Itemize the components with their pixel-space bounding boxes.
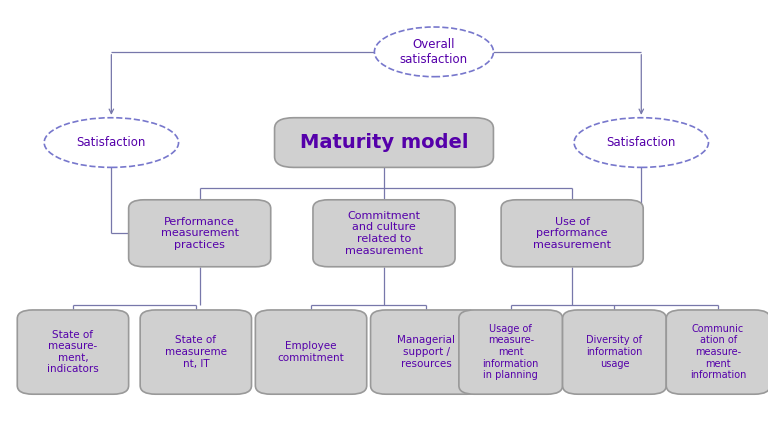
Text: Use of
performance
measurement: Use of performance measurement [533,217,611,250]
Ellipse shape [374,27,493,76]
FancyBboxPatch shape [18,310,128,394]
FancyBboxPatch shape [140,310,252,394]
FancyBboxPatch shape [562,310,666,394]
Text: State of
measureme
nt, IT: State of measureme nt, IT [165,336,227,368]
FancyBboxPatch shape [255,310,367,394]
Text: Overall
satisfaction: Overall satisfaction [400,38,468,66]
Text: Usage of
measure-
ment
information
in planning: Usage of measure- ment information in pl… [482,324,539,380]
Text: Performance
measurement
practices: Performance measurement practices [161,217,239,250]
Text: Satisfaction: Satisfaction [77,136,146,149]
FancyBboxPatch shape [458,310,562,394]
Ellipse shape [44,118,178,167]
Text: State of
measure-
ment,
indicators: State of measure- ment, indicators [47,330,99,375]
Text: Commitment
and culture
related to
measurement: Commitment and culture related to measur… [345,211,423,256]
Text: Diversity of
information
usage: Diversity of information usage [586,336,643,368]
FancyBboxPatch shape [501,200,643,267]
FancyBboxPatch shape [313,200,455,267]
FancyBboxPatch shape [666,310,768,394]
Text: Communic
ation of
measure-
ment
information: Communic ation of measure- ment informat… [690,324,746,380]
Text: Maturity model: Maturity model [300,133,468,152]
FancyBboxPatch shape [371,310,482,394]
Ellipse shape [574,118,708,167]
FancyBboxPatch shape [275,118,494,167]
FancyBboxPatch shape [129,200,271,267]
Text: Employee
commitment: Employee commitment [278,341,344,363]
Text: Satisfaction: Satisfaction [607,136,676,149]
Text: Managerial
support /
resources: Managerial support / resources [397,336,455,368]
